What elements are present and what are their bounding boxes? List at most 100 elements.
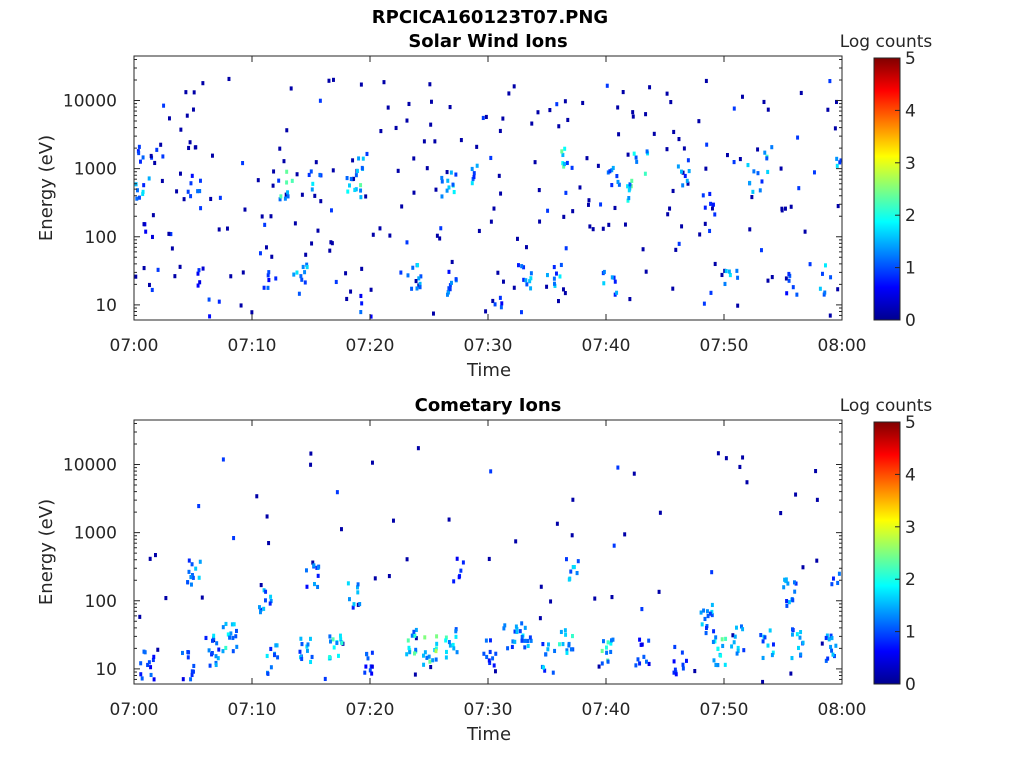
plot-frame xyxy=(133,419,843,685)
panel-1-title: Solar Wind Ions xyxy=(408,31,568,52)
y-tick-label: 10 xyxy=(95,296,117,316)
colorbar xyxy=(873,57,901,321)
x-tick-label: 08:00 xyxy=(818,336,867,356)
spectrogram-cell xyxy=(702,608,706,613)
spectrogram-cell xyxy=(834,643,838,648)
x-tick-label: 07:10 xyxy=(228,700,277,720)
spectrogram-cell xyxy=(721,643,725,649)
spectrogram-cell xyxy=(351,158,355,163)
spectrogram-cell xyxy=(575,571,579,576)
spectrogram-cell xyxy=(316,584,320,590)
spectrogram-cell xyxy=(415,286,419,291)
spectrogram-cell xyxy=(191,573,194,578)
spectrogram-cell xyxy=(139,672,143,677)
spectrogram-cell xyxy=(686,158,690,163)
spectrogram-cell xyxy=(422,139,426,144)
spectrogram-cell xyxy=(835,163,839,168)
spectrogram-cell xyxy=(428,82,432,87)
spectrogram-cell xyxy=(370,650,374,655)
spectrogram-cell xyxy=(339,637,343,642)
spectrogram-cell xyxy=(676,164,680,169)
spectrogram-cell xyxy=(510,644,514,650)
spectrogram-cell xyxy=(736,303,740,308)
spectrogram-cell xyxy=(293,221,297,226)
spectrogram-cell xyxy=(410,286,414,291)
spectrogram-cell xyxy=(498,128,502,134)
spectrogram-cell xyxy=(703,616,707,622)
spectrogram-cell xyxy=(572,565,576,570)
spectrogram-cell xyxy=(452,190,456,195)
spectrogram-cell xyxy=(687,169,691,174)
spectrogram-cell xyxy=(515,627,519,632)
spectrogram-cell xyxy=(761,679,765,685)
spectrogram-cell xyxy=(262,588,266,593)
y-tick-label: 10000 xyxy=(63,456,117,476)
spectrogram-cell xyxy=(732,160,736,165)
spectrogram-cell xyxy=(349,176,353,182)
spectrogram-cell xyxy=(624,222,627,227)
spectrogram-cell xyxy=(263,222,267,227)
spectrogram-cell xyxy=(794,492,798,497)
spectrogram-cell xyxy=(289,86,293,91)
spectrogram-cell xyxy=(286,194,290,199)
spectrogram-cell xyxy=(616,465,620,470)
spectrogram-cell xyxy=(605,83,609,88)
spectrogram-cell xyxy=(356,168,359,174)
spectrogram-cell xyxy=(169,232,173,237)
spectrogram-cell xyxy=(423,650,427,655)
spectrogram-cell xyxy=(454,627,458,632)
spectrogram-cell xyxy=(564,190,568,195)
spectrogram-cell xyxy=(644,269,648,274)
spectrogram-cell xyxy=(799,630,803,635)
spectrogram-cell xyxy=(360,165,364,171)
spectrogram-cell xyxy=(224,621,228,627)
spectrogram-cell xyxy=(152,677,156,682)
spectrogram-cell xyxy=(359,310,363,315)
spectrogram-cell xyxy=(741,627,745,632)
spectrogram-cell xyxy=(226,226,229,231)
spectrogram-cell xyxy=(601,226,605,231)
spectrogram-cell xyxy=(545,284,549,289)
spectrogram-cell xyxy=(612,275,616,280)
spectrogram-cell xyxy=(332,645,336,650)
spectrogram-cell xyxy=(797,186,801,191)
spectrogram-cell xyxy=(710,609,714,615)
spectrogram-cell xyxy=(494,651,498,656)
spectrogram-cell xyxy=(142,266,146,271)
spectrogram-cell xyxy=(330,208,333,213)
spectrogram-cell xyxy=(270,254,274,259)
spectrogram-cell xyxy=(791,627,794,632)
spectrogram-cell xyxy=(482,651,486,656)
spectrogram-cell xyxy=(330,241,334,246)
spectrogram-cell xyxy=(830,648,834,653)
spectrogram-cell xyxy=(528,635,532,640)
spectrogram-cell xyxy=(405,240,409,245)
spectrogram-cell xyxy=(576,559,580,564)
spectrogram-cell xyxy=(197,575,201,580)
spectrogram-cell xyxy=(634,155,638,160)
spectrogram-cell xyxy=(609,641,613,646)
spectrogram-cell xyxy=(552,265,556,270)
spectrogram-cell xyxy=(149,672,153,678)
spectrogram-cell xyxy=(611,637,615,642)
spectrogram-cell xyxy=(760,248,763,253)
spectrogram-cell xyxy=(262,285,266,290)
spectrogram-cell xyxy=(826,107,830,112)
spectrogram-cell xyxy=(813,170,816,175)
spectrogram-cell xyxy=(156,647,160,652)
spectrogram-cell xyxy=(766,278,770,283)
spectrogram-cell xyxy=(638,661,642,666)
spectrogram-cell xyxy=(732,640,736,645)
spectrogram-cell xyxy=(787,278,791,283)
spectrogram-cell xyxy=(485,654,489,660)
spectrogram-cell xyxy=(758,188,762,193)
spectrogram-cell xyxy=(303,270,307,275)
x-tick-label: 07:40 xyxy=(582,336,631,356)
spectrogram-cell xyxy=(282,159,286,164)
spectrogram-cell xyxy=(782,585,786,590)
spectrogram-cell xyxy=(518,629,522,634)
spectrogram-cell xyxy=(541,642,545,647)
spectrogram-cell xyxy=(273,653,276,658)
spectrogram-cell xyxy=(514,624,518,629)
spectrogram-cell xyxy=(134,182,138,187)
